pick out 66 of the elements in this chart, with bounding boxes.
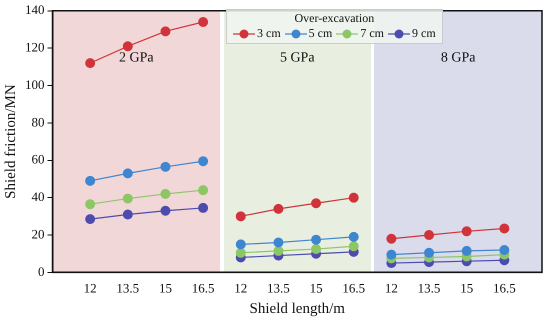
y-tick-label: 60	[32, 152, 44, 167]
x-tick-label: 15	[158, 280, 172, 296]
point	[198, 156, 208, 166]
point	[348, 241, 359, 252]
point	[273, 204, 284, 214]
point	[198, 185, 208, 196]
y-tick-label: 0	[38, 264, 44, 279]
point	[198, 202, 208, 213]
point	[122, 168, 133, 178]
legend-label: 3 cm	[257, 26, 281, 41]
point	[85, 176, 96, 186]
legend-label: 5 cm	[308, 26, 332, 41]
x-axis-title: Shield length/m	[250, 300, 346, 317]
point	[236, 248, 246, 258]
point	[85, 58, 96, 68]
x-tick-label: 16.5	[492, 280, 516, 296]
y-tick-label: 80	[32, 114, 44, 130]
annotation: 5 GPa	[280, 50, 316, 66]
point	[499, 223, 510, 234]
point	[273, 238, 284, 248]
point	[122, 41, 133, 52]
y-tick-label: 100	[25, 76, 44, 92]
point	[273, 246, 284, 256]
point	[122, 209, 133, 220]
point	[386, 234, 396, 244]
annotation: 8 GPa	[440, 50, 476, 66]
annotation: 2 GPa	[118, 50, 154, 66]
point	[236, 211, 246, 222]
legend-title: Over-excavation	[293, 11, 376, 26]
x-tick-label: 12	[84, 280, 97, 296]
point	[499, 244, 510, 255]
x-tick-label: 16.5	[342, 280, 366, 296]
point	[85, 214, 96, 224]
x-tick-label: 16.5	[192, 280, 214, 296]
x-tick-label: 13.5	[267, 280, 290, 296]
point	[198, 17, 208, 28]
point	[160, 206, 170, 216]
point	[348, 232, 359, 242]
point	[311, 198, 322, 208]
point	[462, 226, 472, 236]
y-tick-label: 140	[25, 2, 44, 18]
x-tick-label: 15	[460, 280, 474, 296]
legend-label: 7 cm	[360, 26, 384, 41]
y-tick-label: 40	[32, 189, 44, 204]
y-tick-label: 120	[25, 40, 44, 55]
point	[348, 192, 359, 203]
point	[424, 248, 434, 258]
point	[462, 246, 472, 256]
point	[311, 244, 322, 254]
point	[160, 188, 170, 199]
y-axis-title: Shield friction/MN	[2, 84, 19, 199]
point	[311, 234, 322, 245]
point	[236, 239, 246, 250]
y-tick-label: 20	[32, 226, 44, 242]
point	[386, 250, 396, 260]
point	[160, 26, 170, 36]
point	[424, 230, 434, 240]
x-tick-label: 13.5	[116, 280, 140, 296]
point	[160, 162, 170, 172]
legend-label: 9 cm	[412, 26, 436, 41]
x-tick-label: 12	[234, 280, 248, 296]
x-tick-label: 12	[384, 280, 398, 296]
point	[122, 194, 133, 204]
x-tick-label: 15	[310, 280, 323, 296]
x-tick-label: 13.5	[418, 280, 440, 296]
point	[85, 199, 96, 210]
